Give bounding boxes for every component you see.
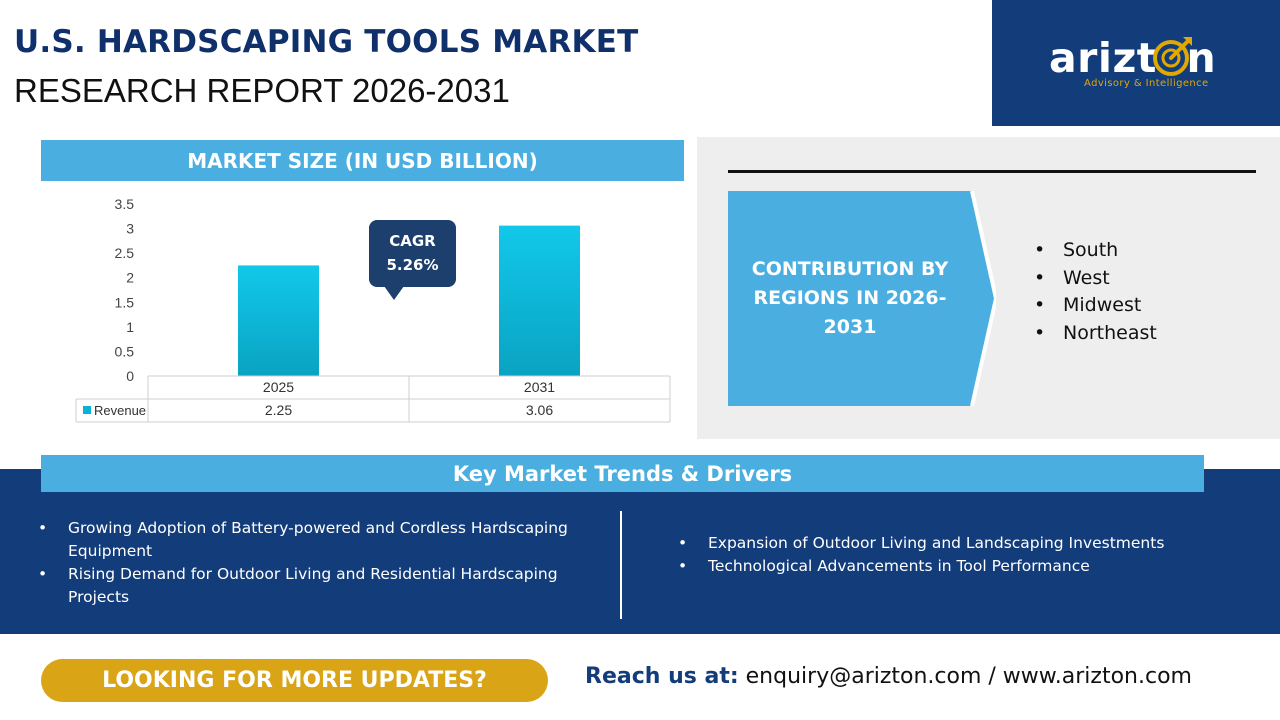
regions-divider-line bbox=[728, 170, 1256, 173]
x-tick-label: 2031 bbox=[524, 379, 555, 395]
y-tick-label: 2.5 bbox=[115, 245, 135, 261]
arizton-logo[interactable]: arizt n Advisory & Intelligence bbox=[992, 0, 1280, 126]
data-label: 3.06 bbox=[526, 402, 553, 418]
list-item: Midwest bbox=[1034, 292, 1157, 320]
list-item: West bbox=[1034, 265, 1157, 293]
list-item: Expansion of Outdoor Living and Landscap… bbox=[678, 532, 1218, 555]
y-tick-label: 0.5 bbox=[115, 343, 135, 359]
bar-2025 bbox=[238, 265, 319, 376]
report-title: U.S. HARDSCAPING TOOLS MARKET bbox=[14, 24, 639, 60]
y-tick-label: 1 bbox=[126, 319, 134, 335]
y-tick-label: 0 bbox=[126, 368, 134, 384]
y-tick-label: 2 bbox=[126, 270, 134, 286]
contact-links[interactable]: enquiry@arizton.com / www.arizton.com bbox=[738, 664, 1192, 689]
y-tick-label: 3 bbox=[126, 221, 134, 237]
logo-tagline: Advisory & Intelligence bbox=[1084, 78, 1209, 89]
x-tick-label: 2025 bbox=[263, 379, 294, 395]
regions-arrow-shape bbox=[728, 191, 996, 406]
market-size-chart: 0 0.5 1 1.5 2 2.5 3 3.5 2025 2.25 2031 3.06 Revenue bbox=[75, 196, 671, 423]
regions-panel: CONTRIBUTION BY REGIONS IN 2026-2031 Sou… bbox=[697, 137, 1280, 439]
regions-list: South West Midwest Northeast bbox=[1034, 237, 1157, 347]
reach-label: Reach us at: bbox=[585, 664, 739, 689]
list-item: Growing Adoption of Battery-powered and … bbox=[38, 517, 618, 563]
cagr-label: CAGR bbox=[389, 232, 436, 250]
trends-list-left: Growing Adoption of Battery-powered and … bbox=[38, 517, 618, 609]
y-tick-label: 3.5 bbox=[115, 196, 135, 212]
cagr-value: 5.26% bbox=[386, 256, 439, 274]
trends-list-right: Expansion of Outdoor Living and Landscap… bbox=[678, 532, 1218, 578]
more-updates-button[interactable]: LOOKING FOR MORE UPDATES? bbox=[41, 659, 548, 702]
bar-2031 bbox=[499, 225, 580, 376]
trends-divider bbox=[620, 511, 622, 619]
report-subtitle: RESEARCH REPORT 2026-2031 bbox=[14, 72, 510, 109]
contact-info: Reach us at: enquiry@arizton.com / www.a… bbox=[585, 664, 1192, 689]
list-item: Northeast bbox=[1034, 320, 1157, 348]
y-tick-label: 1.5 bbox=[115, 294, 135, 310]
cagr-callout: CAGR 5.26% bbox=[369, 220, 456, 300]
data-label: 2.25 bbox=[265, 402, 292, 418]
legend-key bbox=[83, 406, 91, 414]
list-item: Technological Advancements in Tool Perfo… bbox=[678, 555, 1218, 578]
legend-label: Revenue bbox=[94, 403, 146, 418]
trends-heading: Key Market Trends & Drivers bbox=[41, 455, 1204, 492]
regions-heading: CONTRIBUTION BY REGIONS IN 2026-2031 bbox=[751, 258, 949, 338]
market-size-heading: MARKET SIZE (IN USD BILLION) bbox=[41, 140, 684, 181]
list-item: South bbox=[1034, 237, 1157, 265]
target-arrow-icon bbox=[1153, 37, 1192, 76]
list-item: Rising Demand for Outdoor Living and Res… bbox=[38, 563, 618, 609]
